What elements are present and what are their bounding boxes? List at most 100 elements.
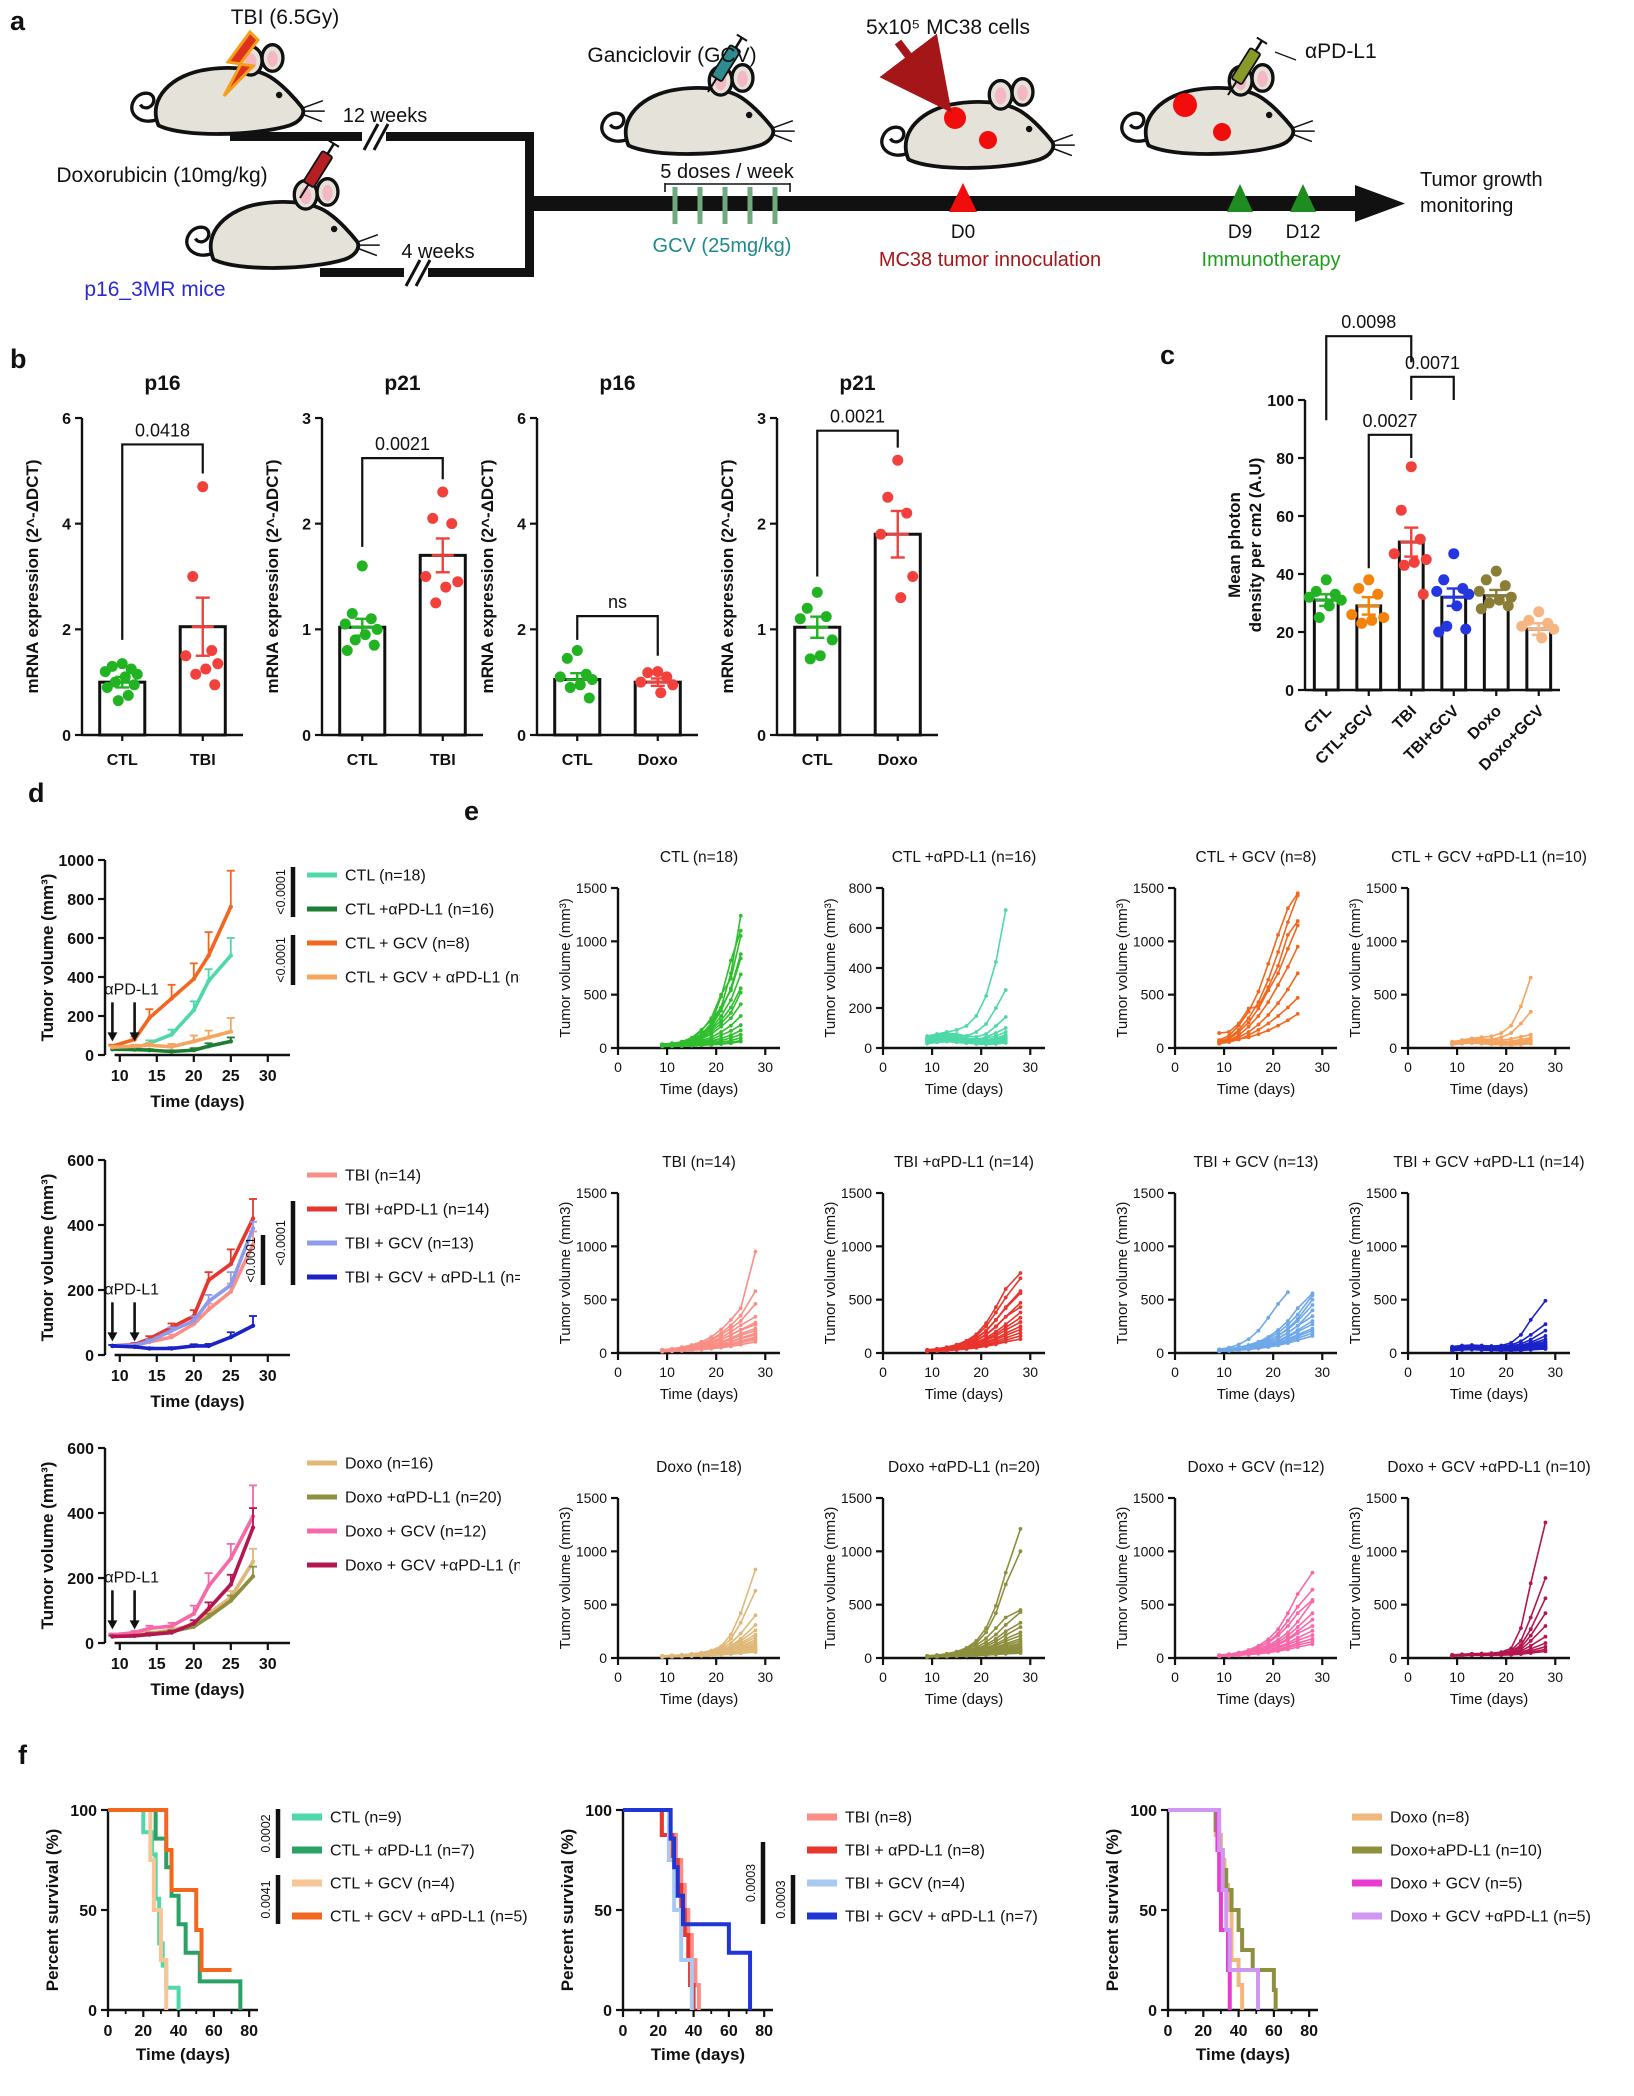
legend: CTL (n=9) CTL + αPD-L1 (n=7) CTL + GCV (n=…: [259, 1809, 528, 1926]
chart-title: p16: [144, 372, 180, 395]
data-point: [1417, 588, 1429, 600]
axes: 0 50 100 0 20 40 60 80 Time (days) Percent surviv…: [43, 1803, 258, 2064]
chart-title: TBI + GCV (n=13): [1194, 1154, 1319, 1171]
data-point: [452, 576, 464, 588]
data-point: [371, 623, 383, 635]
chart-growth-doxo: 0 200 400 600 10 15 20 25 30 Time (days) Tumor vol…: [15, 1418, 555, 1723]
x-tick-label: 0: [1164, 2023, 1173, 2040]
p-value-label: 0.0003: [774, 1880, 788, 1918]
y-tick-label: 200: [67, 1283, 94, 1300]
chart-title: p21: [839, 372, 876, 395]
significance-bracket: [1325, 335, 1413, 421]
series-line: [112, 1515, 255, 1637]
spider-trace: [927, 989, 1007, 1039]
y-axis-title: mRNA expression (2^-ΔDCT): [478, 459, 497, 693]
y-tick-label: 500: [584, 1292, 608, 1308]
legend-label: TBI (n=8): [845, 1810, 912, 1827]
axes: 0 500 1000 1500 0 10 20 30 Time (days) Tumor volu…: [822, 1490, 1045, 1708]
y-tick-label: 500: [1141, 987, 1165, 1003]
x-tick-label: 10: [1216, 1059, 1232, 1075]
f2-svg: 0 50 100 0 20 40 60 80 Time (days) Percent surviv…: [558, 1803, 1038, 2064]
legend-label: TBI +αPD-L1 (n=14): [345, 1202, 489, 1219]
x-tick-label: 20: [649, 2023, 667, 2040]
legend-label: CTL (n=18): [345, 868, 426, 885]
mouse-gcv: [599, 62, 797, 156]
legend: Doxo (n=16) Doxo +αPD-L1 (n=20) Doxo + GCV…: [307, 1456, 555, 1575]
x-tick-label: 30: [1547, 1364, 1563, 1380]
y-tick-label: 0: [1156, 1650, 1164, 1666]
data-point: [1441, 620, 1453, 632]
x-axis-title: Time (days): [136, 2045, 230, 2064]
spider-ctl: 0 500 1000 1500 0 10 20 30 Time (days) Tumor volu…: [530, 838, 820, 1115]
b3-svg: 0 2 4 6 mRNA expression (2^-ΔDCT) CTL Doxo ns p1…: [478, 372, 698, 769]
y-tick-label: 40: [1276, 567, 1294, 584]
spider-doxo-apdl1: 0 500 1000 1500 0 10 20 30 Time (days) Tumor volu…: [795, 1448, 1085, 1725]
data-point: [99, 666, 111, 678]
spider-trace: [927, 909, 1007, 1037]
y-axis-title: Tumor volume (mm3): [1114, 1507, 1131, 1650]
panel-label-d: d: [28, 778, 45, 808]
y-tick-label: 0: [1156, 1040, 1164, 1056]
y-tick-label: 800: [67, 892, 94, 909]
data-point: [820, 611, 832, 623]
e7-svg: 0 500 1000 1500 0 10 20 30 Time (days) Tumor volu…: [1114, 1154, 1337, 1403]
data-point: [1303, 591, 1315, 603]
data-point: [882, 491, 894, 503]
p-value-label: 0.0021: [830, 407, 885, 427]
y-tick-label: 50: [79, 1903, 97, 1920]
d12-label: D12: [1286, 222, 1321, 243]
series-line: [112, 1324, 254, 1351]
data-point: [642, 667, 654, 679]
x-axis-title: Time (days): [925, 1081, 1004, 1098]
data-point: [346, 607, 358, 619]
y-tick-label: 1500: [841, 1490, 872, 1506]
axes: 0 50 100 0 20 40 60 80 Time (days) Percent surviv…: [558, 1803, 773, 2064]
x-tick-label: 80: [755, 2023, 773, 2040]
data-point: [180, 650, 192, 662]
y-tick-label: 1000: [1366, 933, 1397, 949]
e5-svg: 0 500 1000 1500 0 10 20 30 Time (days) Tumor volu…: [557, 1154, 780, 1403]
panel-label-c: c: [1160, 340, 1176, 370]
x-tick-label: 30: [1547, 1669, 1563, 1685]
d1-svg: 0 200 400 600 800 1000 10 15 20 25 30 Time (days) Tu…: [38, 853, 552, 1111]
legend-label: CTL + GCV + αPD-L1 (n=10): [345, 970, 520, 987]
x-tick-label: 25: [222, 1368, 240, 1385]
x-tick-label: 25: [222, 1656, 240, 1673]
category-label: CTL: [107, 752, 138, 769]
data-point: [1408, 556, 1420, 568]
chart-p16-ctl-doxo: 0 2 4 6 mRNA expression (2^-ΔDCT) CTL Doxo ns p1…: [463, 360, 708, 800]
category-label: Doxo: [638, 752, 678, 769]
y-tick-label: 1000: [841, 1238, 872, 1254]
x-axis-title: Time (days): [651, 2045, 745, 2064]
panel-label-b: b: [10, 344, 27, 374]
x-axis-title: Time (days): [1217, 1691, 1296, 1708]
p-value-label: 0.0071: [1405, 353, 1460, 373]
y-tick-label: 100: [1267, 393, 1294, 410]
spider-ctl-apdl1: 0 200 400 600 800 0 10 20 30 Time (days) Tumor vol…: [795, 838, 1085, 1115]
immunotherapy-label: Immunotherapy: [1202, 249, 1341, 271]
data-point: [1473, 585, 1485, 597]
data-point: [1378, 612, 1390, 623]
data-point: [427, 512, 439, 524]
spider-trace: [1218, 892, 1299, 1041]
data-point: [200, 663, 212, 675]
monitoring-label-1: Tumor growth: [1420, 169, 1543, 191]
significance-bracket: [121, 443, 204, 640]
spider-ctl-gcv: 0 500 1000 1500 0 10 20 30 Time (days) Tumor volu…: [1087, 838, 1377, 1115]
axes: 0 50 100 0 20 40 60 80 Time (days) Percent surviv…: [1103, 1803, 1318, 2064]
survival-curve: [623, 1808, 701, 2010]
axes: 0 500 1000 1500 0 10 20 30 Time (days) Tumor volu…: [557, 880, 780, 1098]
legend-label: CTL + GCV (n=4): [330, 1876, 455, 1893]
y-tick-label: 0: [1389, 1040, 1397, 1056]
spider-doxo-gcv: 0 500 1000 1500 0 10 20 30 Time (days) Tumor volu…: [1087, 1448, 1377, 1725]
data-point: [1480, 574, 1492, 586]
x-tick-label: 0: [1171, 1364, 1179, 1380]
y-tick-label: 1: [302, 622, 311, 639]
x-tick-label: 15: [148, 1068, 166, 1085]
data-point: [349, 634, 361, 646]
y-tick-label: 1000: [1133, 1543, 1164, 1559]
spider-trace: [662, 1651, 756, 1658]
chart-p16-ctl-tbi: 0 2 4 6 mRNA expression (2^-ΔDCT) CTL TBI 0.041…: [8, 360, 253, 800]
p-value-label: 0.0021: [375, 434, 430, 454]
data-point: [652, 666, 664, 678]
